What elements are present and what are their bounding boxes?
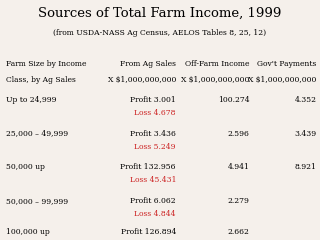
Text: (from USDA-NASS Ag Census, AELOS Tables 8, 25, 12): (from USDA-NASS Ag Census, AELOS Tables … [53,29,267,37]
Text: 50,000 up: 50,000 up [6,163,45,171]
Text: 2.596: 2.596 [228,130,250,138]
Text: X $1,000,000,000: X $1,000,000,000 [181,76,250,84]
Text: 100,000 up: 100,000 up [6,228,50,236]
Text: Profit 6.062: Profit 6.062 [130,197,176,205]
Text: Profit 3.001: Profit 3.001 [130,96,176,104]
Text: X $1,000,000,000: X $1,000,000,000 [108,76,176,84]
Text: 2.662: 2.662 [228,228,250,236]
Text: 8.921: 8.921 [295,163,317,171]
Text: Gov't Payments: Gov't Payments [257,60,317,68]
Text: 100.274: 100.274 [218,96,250,104]
Text: Profit 126.894: Profit 126.894 [121,228,176,236]
Text: 3.439: 3.439 [295,130,317,138]
Text: Farm Size by Income: Farm Size by Income [6,60,87,68]
Text: Class, by Ag Sales: Class, by Ag Sales [6,76,76,84]
Text: 25,000 – 49,999: 25,000 – 49,999 [6,130,68,138]
Text: Loss 5.249: Loss 5.249 [134,143,176,151]
Text: 2.279: 2.279 [228,197,250,205]
Text: Profit 3.436: Profit 3.436 [130,130,176,138]
Text: Off-Farm Income: Off-Farm Income [185,60,250,68]
Text: Profit 132.956: Profit 132.956 [121,163,176,171]
Text: Sources of Total Farm Income, 1999: Sources of Total Farm Income, 1999 [38,7,282,20]
Text: Up to 24,999: Up to 24,999 [6,96,57,104]
Text: X $1,000,000,000: X $1,000,000,000 [248,76,317,84]
Text: Loss 4.844: Loss 4.844 [134,210,176,218]
Text: Loss 45.431: Loss 45.431 [130,176,176,184]
Text: From Ag Sales: From Ag Sales [120,60,176,68]
Text: 4.352: 4.352 [295,96,317,104]
Text: Loss 4.678: Loss 4.678 [134,109,176,117]
Text: 50,000 – 99,999: 50,000 – 99,999 [6,197,68,205]
Text: 4.941: 4.941 [228,163,250,171]
